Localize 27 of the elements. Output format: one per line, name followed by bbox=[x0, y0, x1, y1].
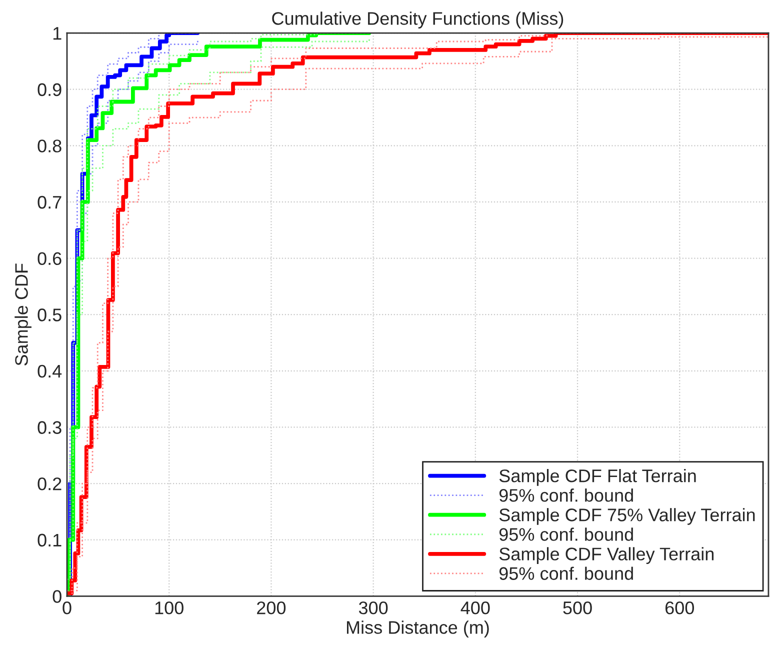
y-axis-title: Sample CDF bbox=[14, 264, 32, 366]
x-tick-label: 200 bbox=[257, 602, 286, 614]
legend-label: Sample CDF Valley Terrain bbox=[499, 547, 714, 564]
x-tick-label: 600 bbox=[665, 602, 694, 614]
y-tick-label: 0 bbox=[52, 590, 62, 603]
y-tick-label: 0.6 bbox=[38, 252, 62, 266]
chart-title: Cumulative Density Functions (Miss) bbox=[272, 12, 564, 28]
x-tick-label: 100 bbox=[155, 602, 184, 614]
y-tick-label: 0.8 bbox=[38, 140, 62, 152]
x-tick-label: 300 bbox=[358, 602, 388, 614]
x-tick-label: 400 bbox=[460, 602, 490, 614]
legend-label: 95% conf. bound bbox=[499, 528, 633, 541]
y-tick-label: 0.5 bbox=[38, 308, 62, 322]
x-tick-label: 0 bbox=[62, 602, 72, 614]
legend-label: Sample CDF 75% Valley Terrain bbox=[499, 508, 755, 525]
legend-label: Sample CDF Flat Terrain bbox=[499, 468, 696, 486]
y-tick-label: 1 bbox=[53, 27, 62, 40]
x-tick-label: 500 bbox=[563, 602, 592, 614]
y-tick-label: 0.2 bbox=[38, 477, 62, 490]
legend-label: 95% conf. bound bbox=[499, 566, 633, 580]
y-tick-label: 0.7 bbox=[38, 196, 62, 209]
y-tick-label: 0.4 bbox=[38, 364, 62, 378]
y-tick-label: 0.1 bbox=[38, 534, 62, 547]
legend-label: 95% conf. bound bbox=[499, 488, 633, 502]
y-tick-label: 0.9 bbox=[38, 83, 62, 96]
x-axis-title: Miss Distance (m) bbox=[346, 620, 489, 638]
y-tick-label: 0.3 bbox=[38, 421, 62, 434]
